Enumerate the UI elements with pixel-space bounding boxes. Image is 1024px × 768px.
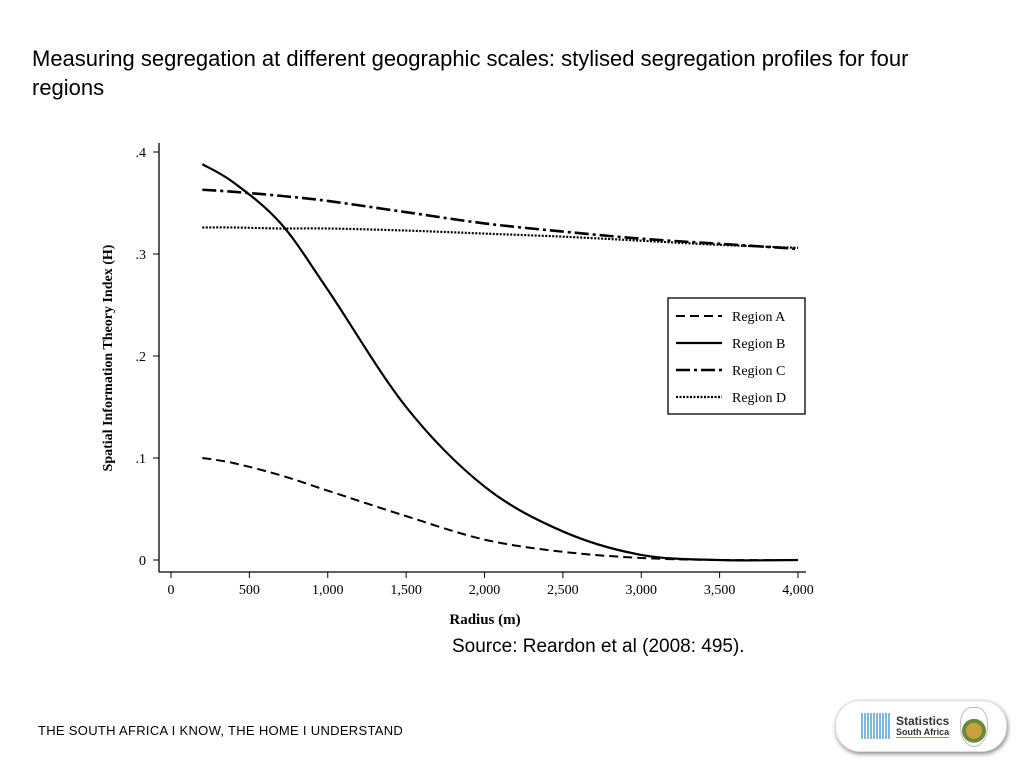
legend-label: Region C (732, 364, 785, 379)
footer-tagline: THE SOUTH AFRICA I KNOW, THE HOME I UNDE… (38, 723, 404, 738)
series-line-region-b (201, 163, 799, 562)
series-line-region-d (202, 226, 799, 249)
logo-line2: South Africa (896, 727, 950, 738)
y-tick-label: .4 (136, 146, 147, 161)
logo-line1: Statistics (896, 714, 950, 728)
legend-box (667, 297, 806, 415)
y-tick-label: .3 (136, 248, 147, 263)
x-axis-label: Radius (m) (449, 612, 520, 628)
series-line-region-a (202, 457, 799, 562)
x-tick-label: 2,500 (547, 583, 579, 598)
legend-label: Region A (732, 310, 786, 325)
slide-title: Measuring segregation at different geogr… (32, 46, 909, 100)
stats-sa-logo: Statistics South Africa (835, 700, 1007, 752)
y-tick-label: .1 (136, 452, 147, 467)
x-tick-label: 1,500 (390, 583, 422, 598)
x-tick-label: 4,000 (782, 583, 814, 598)
x-tick-label: 2,000 (469, 583, 501, 598)
source-note: Source: Reardon et al (2008: 495). (452, 636, 745, 657)
logo-grid-icon (861, 713, 891, 739)
x-tick-label: 1,000 (312, 583, 344, 598)
legend-label: Region D (732, 391, 786, 406)
series-line-region-c (202, 188, 799, 251)
y-axis-label: Spatial Information Theory Index (H) (101, 244, 116, 471)
x-tick-label: 3,500 (704, 583, 736, 598)
legend-label: Region B (732, 337, 785, 352)
y-tick-label: .2 (136, 350, 147, 365)
x-tick-label: 0 (168, 583, 175, 598)
y-tick-label: 0 (139, 554, 146, 569)
coat-of-arms-icon (960, 707, 988, 747)
x-tick-label: 3,000 (626, 583, 658, 598)
x-tick-label: 500 (239, 583, 260, 598)
